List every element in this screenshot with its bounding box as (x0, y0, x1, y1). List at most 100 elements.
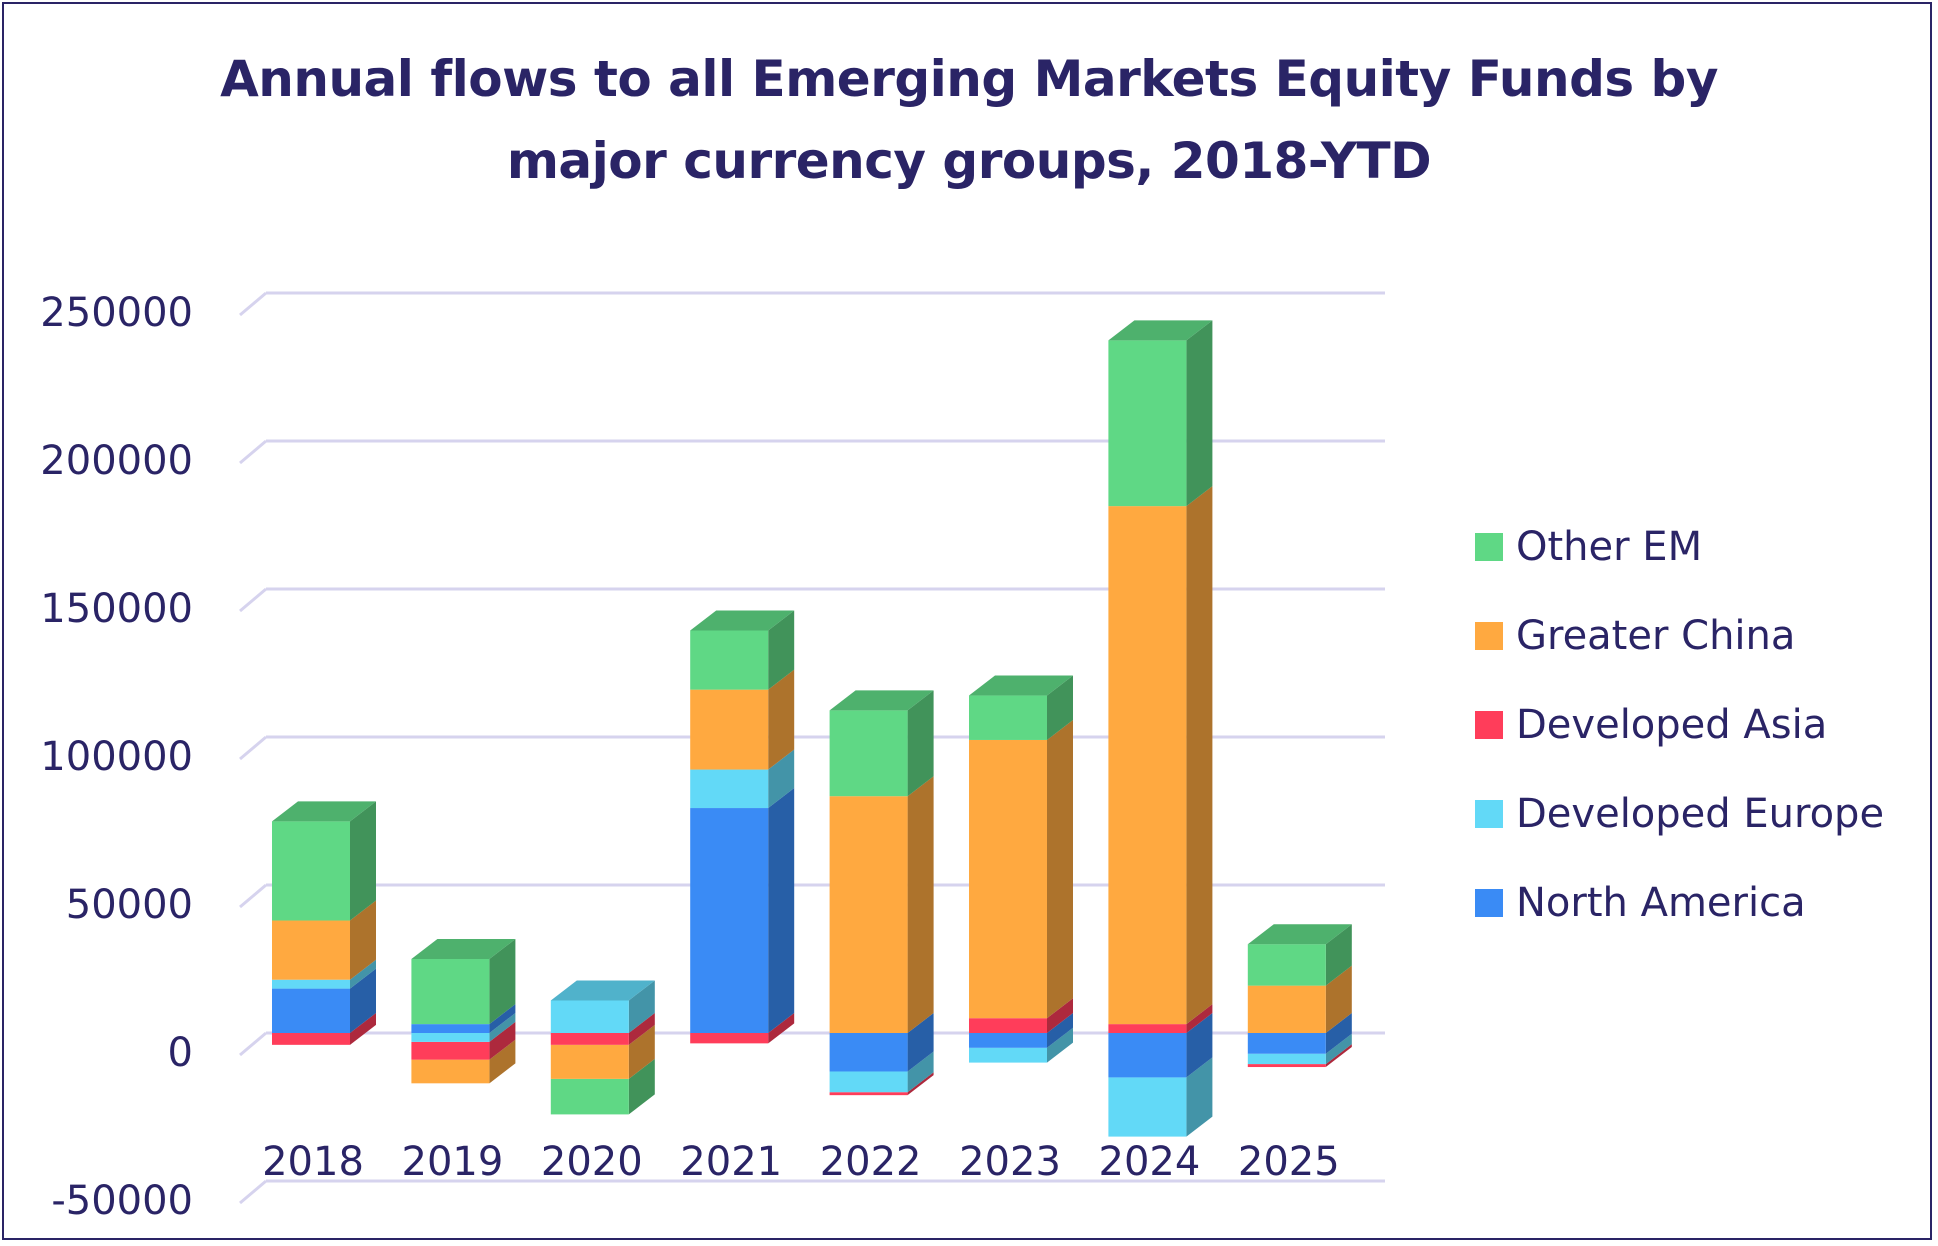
bar-front-face (550, 1078, 629, 1115)
bar-front-face (829, 1092, 908, 1096)
legend-label: Developed Asia (1516, 702, 1827, 748)
legend-swatch (1475, 889, 1503, 917)
bar-segment-other-em (969, 675, 1073, 740)
bar-side-face (1186, 486, 1213, 1025)
bar-front-face (829, 710, 908, 797)
bar-segment-north-america (411, 1004, 516, 1033)
bar-segment-developed-europe (829, 1051, 934, 1093)
bar-segment-north-america (690, 788, 795, 1033)
x-tick-label: 2018 (262, 1139, 364, 1185)
bar-side-face (768, 1013, 795, 1044)
y-tick-label: -50000 (51, 1178, 193, 1224)
legend-swatch (1475, 711, 1503, 739)
bar-top-face (829, 690, 934, 711)
bar-top-face (690, 610, 795, 631)
bar-segment-other-em (1247, 924, 1352, 986)
bar-side-face (350, 959, 376, 989)
bar-front-face (1247, 944, 1326, 986)
bar-front-face (411, 1033, 490, 1042)
bar-front-face (550, 1033, 629, 1045)
bar-segment-greater-china (411, 1039, 516, 1084)
bar-front-face (411, 1059, 490, 1084)
bar-side-face (350, 968, 376, 1033)
bar-group-2023 (969, 675, 1073, 1063)
bars (272, 320, 1352, 1137)
legend-item-other-em: Other EM (1475, 524, 1702, 570)
legend-item-north-america: North America (1475, 880, 1806, 926)
x-tick-label: 2022 (820, 1139, 922, 1185)
bar-side-face (1186, 1013, 1213, 1078)
grid-line-slant (239, 587, 267, 613)
bar-front-face (969, 1018, 1047, 1033)
grid-line-slant (239, 735, 267, 761)
bar-segment-developed-asia (690, 1013, 795, 1044)
bar-group-2022 (829, 690, 934, 1096)
bar-segment-developed-asia (411, 1021, 516, 1060)
bar-front-face (969, 1047, 1047, 1063)
bar-side-face (1325, 1033, 1352, 1065)
bar-side-face (1325, 924, 1352, 986)
bar-segment-other-em (829, 690, 934, 797)
bar-segment-developed-asia (1247, 1044, 1352, 1068)
bar-side-face (1047, 1013, 1073, 1048)
bar-front-face (1108, 1077, 1187, 1137)
bar-segment-other-em (1108, 320, 1213, 507)
bar-side-face (907, 776, 934, 1033)
bar-side-face (1047, 675, 1073, 740)
bar-side-face (350, 1013, 376, 1045)
chart-title: Annual flows to all Emerging Markets Equ… (0, 38, 1938, 202)
y-tick-label: 100000 (40, 734, 193, 780)
x-tick-label: 2024 (1099, 1139, 1201, 1185)
grid-line-slant (239, 883, 267, 909)
bar-segment-greater-china (829, 776, 934, 1033)
grid-line-slant (239, 1031, 267, 1057)
bar-segment-north-america (1247, 1013, 1352, 1054)
bar-side-face (1186, 1057, 1213, 1137)
bar-side-face (768, 610, 795, 690)
x-tick-label: 2019 (402, 1139, 504, 1185)
bar-top-face (411, 939, 516, 959)
y-tick-labels: 250000 200000 150000 100000 50000 0 -50000 (40, 290, 193, 1224)
bar-side-face (628, 1013, 655, 1045)
bar-segment-developed-europe (272, 959, 376, 989)
bar-front-face (272, 920, 350, 980)
bar-side-face (489, 1039, 516, 1084)
bar-top-face (1247, 924, 1352, 945)
bar-segment-greater-china (272, 900, 376, 980)
bar-side-face (489, 1013, 516, 1042)
bar-segment-greater-china (1247, 965, 1352, 1033)
legend-swatch (1475, 800, 1503, 828)
bar-side-face (1325, 965, 1352, 1033)
bar-segment-other-em (411, 939, 516, 1025)
bar-side-face (907, 1051, 934, 1093)
bar-front-face (690, 769, 769, 809)
bar-side-face (489, 939, 516, 1025)
bar-front-face (1247, 1033, 1326, 1054)
bar-front-face (829, 1033, 908, 1072)
bar-segment-other-em (550, 1058, 655, 1115)
legend-label: Other EM (1516, 524, 1702, 570)
bar-side-face (768, 749, 795, 809)
x-tick-label: 2025 (1238, 1139, 1340, 1185)
bar-segment-developed-europe (1247, 1033, 1352, 1065)
bar-side-face (907, 1072, 934, 1096)
bar-segment-greater-china (550, 1024, 655, 1079)
bar-front-face (550, 1000, 629, 1033)
bar-front-face (1108, 1033, 1187, 1078)
bar-side-face (768, 788, 795, 1033)
bar-side-face (489, 1004, 516, 1033)
grid-line-slant (239, 439, 267, 465)
bar-side-face (489, 1021, 516, 1060)
bar-side-face (1047, 719, 1073, 1019)
x-tick-label: 2021 (680, 1139, 782, 1185)
bar-segment-greater-china (690, 669, 795, 770)
x-tick-label: 2020 (541, 1139, 643, 1185)
bar-front-face (411, 1041, 490, 1060)
bar-segment-developed-europe (1108, 1057, 1213, 1137)
bar-segment-developed-europe (969, 1027, 1073, 1063)
y-tick-label: 0 (168, 1030, 193, 1076)
bar-segment-developed-europe (550, 980, 655, 1033)
bar-side-face (1186, 320, 1213, 507)
bar-front-face (690, 1033, 769, 1044)
bar-side-face (768, 669, 795, 770)
